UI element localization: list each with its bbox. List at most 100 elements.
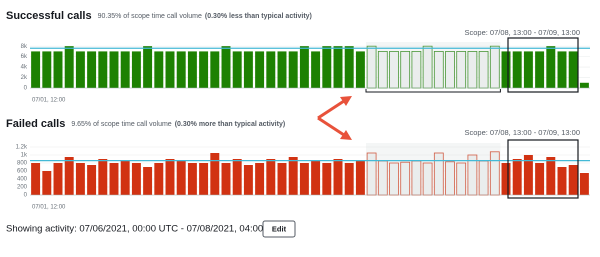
- bar: [535, 163, 545, 195]
- bar: [512, 51, 522, 88]
- bar: [221, 163, 231, 195]
- y-tick-label: 8k: [21, 44, 28, 50]
- bar: [120, 161, 130, 195]
- bar: [311, 51, 321, 88]
- bar: [579, 82, 589, 88]
- bar: [299, 46, 309, 88]
- bar: [333, 46, 343, 88]
- bar: [75, 163, 85, 195]
- scope-label: Scope: 07/08, 13:00 - 07/09, 13:00: [464, 28, 580, 37]
- bar: [243, 165, 253, 195]
- bar: [165, 159, 175, 195]
- bar: [143, 167, 153, 195]
- x-axis-label: 07/01, 12:00: [32, 98, 66, 104]
- bar: [311, 161, 321, 195]
- bar: [277, 51, 287, 88]
- bar: [232, 51, 242, 88]
- y-tick-label: 800: [17, 161, 28, 167]
- bar: [501, 51, 511, 88]
- bar: [535, 51, 545, 88]
- expected-region: [366, 42, 501, 88]
- bar: [255, 51, 265, 88]
- bar: [154, 163, 164, 195]
- bar: [255, 163, 265, 195]
- bar: [154, 51, 164, 88]
- bar: [64, 46, 74, 88]
- bar: [87, 165, 97, 195]
- bar: [98, 159, 108, 195]
- bar: [512, 159, 522, 195]
- y-tick-label: 600: [17, 169, 28, 175]
- bar: [187, 51, 197, 88]
- y-tick-label: 0: [24, 193, 28, 199]
- bar: [355, 161, 365, 195]
- bar: [546, 46, 556, 88]
- bar: [568, 165, 578, 195]
- panel-title: Failed calls: [6, 118, 65, 130]
- bar: [277, 163, 287, 195]
- bar: [42, 171, 52, 195]
- bar: [187, 163, 197, 195]
- edit-button-label[interactable]: Edit: [272, 224, 287, 233]
- bar: [523, 51, 533, 88]
- panel-delta: (0.30% more than typical activity): [175, 121, 285, 128]
- bar: [176, 51, 186, 88]
- bar: [557, 51, 567, 88]
- y-tick-label: 4k: [21, 65, 28, 71]
- bar: [266, 51, 276, 88]
- bar: [501, 163, 511, 195]
- bar: [568, 51, 578, 88]
- bar: [523, 155, 533, 195]
- bar: [53, 163, 63, 195]
- bar: [31, 51, 41, 88]
- bar: [75, 51, 85, 88]
- bar: [210, 153, 220, 195]
- bar: [143, 46, 153, 88]
- edit-button[interactable]: [262, 220, 296, 238]
- y-tick-label: 1k: [21, 153, 28, 159]
- bar: [221, 46, 231, 88]
- bar: [266, 159, 276, 195]
- scope-box: [507, 37, 579, 93]
- bar: [232, 159, 242, 195]
- bar: [109, 163, 119, 195]
- bar: [53, 51, 63, 88]
- panel-subtitle: 90.35% of scope time call volume: [98, 13, 202, 20]
- bar: [579, 173, 589, 195]
- bar: [98, 51, 108, 88]
- bar: [557, 167, 567, 195]
- bar: [64, 157, 74, 195]
- y-tick-label: 400: [17, 177, 28, 183]
- y-tick-label: 6k: [21, 54, 28, 60]
- y-tick-label: 1.2k: [16, 145, 28, 151]
- bar: [42, 51, 52, 88]
- panel-delta: (0.30% less than typical activity): [205, 13, 312, 20]
- y-tick-label: 2k: [21, 75, 28, 81]
- bar: [109, 51, 119, 88]
- bar: [322, 163, 332, 195]
- bar: [333, 159, 343, 195]
- bar: [199, 163, 209, 195]
- panel-subtitle: 9.65% of scope time call volume: [71, 121, 171, 128]
- y-tick-label: 0: [24, 86, 28, 92]
- expected-region: [366, 143, 501, 195]
- bar: [199, 51, 209, 88]
- bar: [210, 51, 220, 88]
- activity-range: Showing activity: 07/06/2021, 00:00 UTC …: [6, 224, 285, 235]
- bar: [243, 51, 253, 88]
- bar: [87, 51, 97, 88]
- bar: [120, 51, 130, 88]
- bar: [299, 163, 309, 195]
- bar: [176, 161, 186, 195]
- bar: [344, 163, 354, 195]
- bar: [165, 51, 175, 88]
- bar: [288, 157, 298, 195]
- x-axis-label: 07/01, 12:00: [32, 205, 66, 211]
- arrows: [317, 96, 352, 140]
- bar: [288, 51, 298, 88]
- bar: [131, 51, 141, 88]
- bar: [322, 46, 332, 88]
- bar: [31, 163, 41, 195]
- bar: [355, 51, 365, 88]
